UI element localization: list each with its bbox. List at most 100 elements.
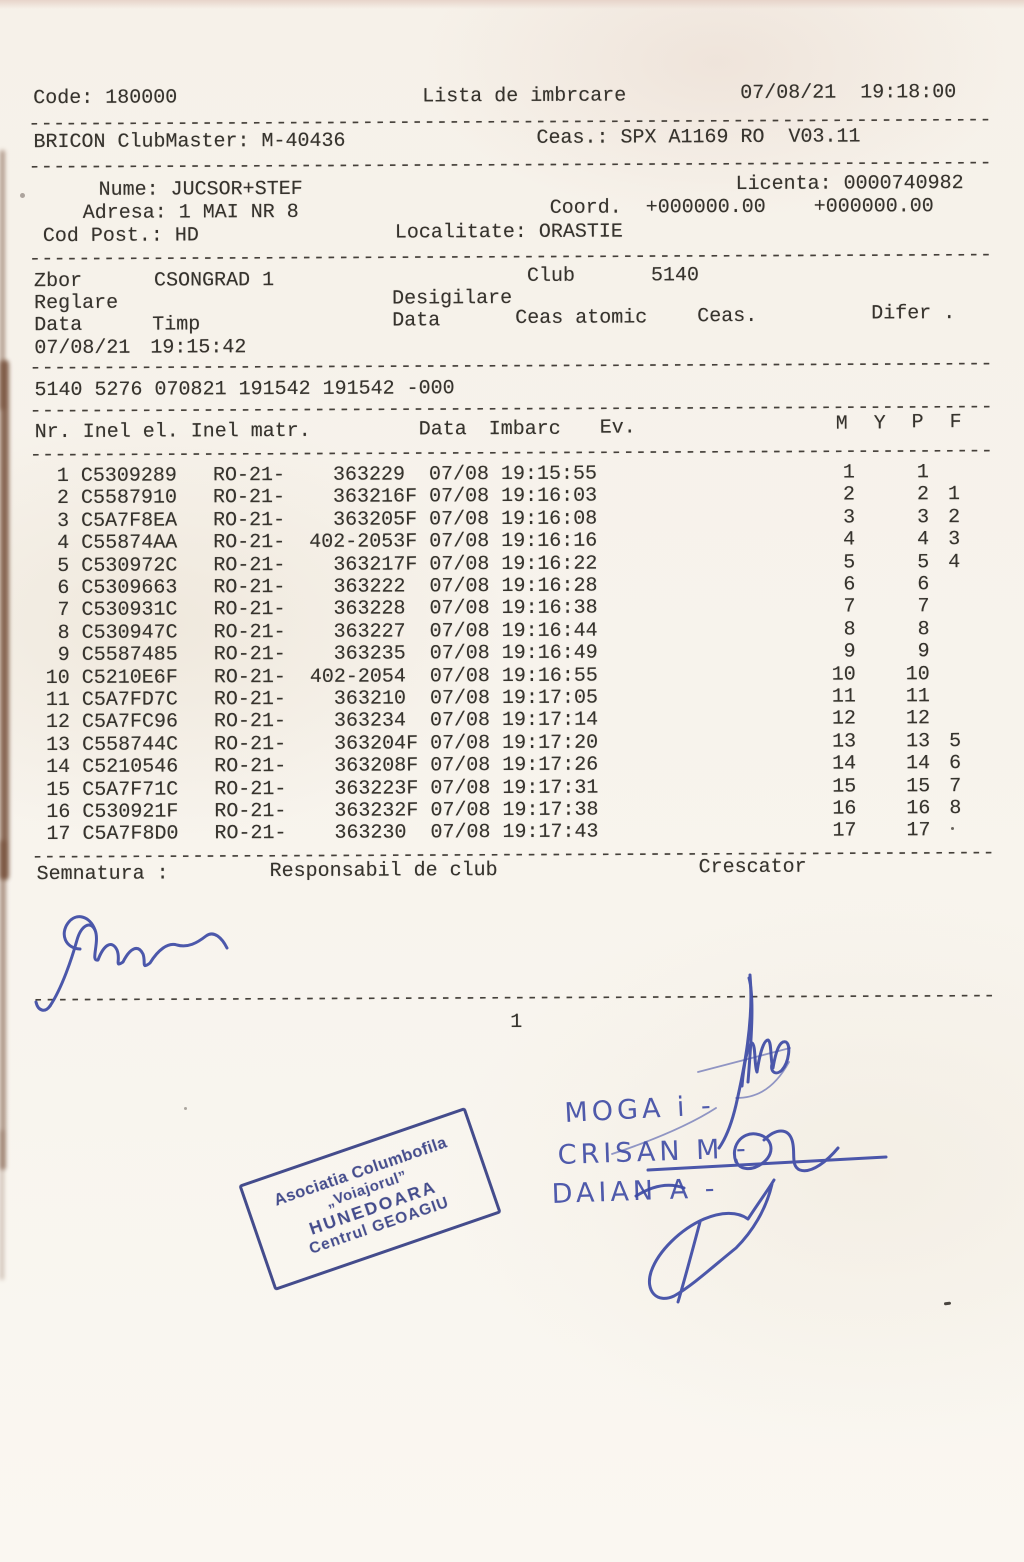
row-f-count: 1 bbox=[947, 483, 961, 507]
row-f-count: 5 bbox=[949, 729, 962, 753]
owner-locality: Localitate: ORASTIE bbox=[394, 220, 623, 245]
row-p-count: 14 bbox=[906, 752, 931, 776]
col-timp-label: Timp bbox=[152, 313, 201, 337]
row-main: 15 C5A7F71C RO-21- 363223F 07/08 19:17:3… bbox=[46, 776, 599, 802]
table-header-y: Y bbox=[873, 412, 886, 436]
table-header-ev: Ev. bbox=[599, 416, 636, 440]
row-f-count: 3 bbox=[948, 528, 961, 552]
row-f-count: 4 bbox=[948, 550, 961, 574]
row-m-count: 9 bbox=[843, 640, 856, 664]
row-main: 2 C5587910 RO-21- 363216F 07/08 19:16:03 bbox=[44, 485, 598, 511]
row-p-count: 8 bbox=[917, 617, 930, 642]
col-difer-label: Difer . bbox=[871, 302, 956, 326]
row-m-count: 6 bbox=[843, 573, 856, 597]
dashed-separator: ----------------------------------------… bbox=[32, 984, 996, 1013]
scan-speck bbox=[951, 827, 954, 830]
col-ceas-label: Ceas. bbox=[697, 304, 758, 329]
scan-edge-shadow bbox=[0, 840, 6, 1170]
dashed-separator: ----------------------------------------… bbox=[28, 243, 993, 272]
dashed-separator: ----------------------------------------… bbox=[31, 841, 996, 870]
table-header-imbarc: Imbarc bbox=[488, 417, 561, 442]
row-f-count: 8 bbox=[949, 797, 962, 821]
table-rows: 1 C5309289 RO-21- 363229 07/08 19:15:55 1… bbox=[0, 0, 1022, 846]
owner-coords: Coord. +000000.00 +000000.00 bbox=[549, 195, 934, 220]
row-p-count: 1 bbox=[916, 461, 929, 485]
table-header-m: M bbox=[835, 412, 848, 436]
doc-printed-at: 07/08/21 19:18:00 bbox=[740, 81, 957, 106]
row-main: 7 C530931C RO-21- 363228 07/08 19:16:38 bbox=[45, 597, 598, 623]
dashed-separator: ----------------------------------------… bbox=[29, 352, 993, 381]
row-m-count: 17 bbox=[832, 819, 857, 843]
device-name: BRICON ClubMaster: M-40436 bbox=[33, 129, 346, 155]
row-m-count: 3 bbox=[843, 506, 856, 530]
scan-edge-shadow bbox=[0, 360, 9, 880]
row-main: 9 C5587485 RO-21- 363235 07/08 19:16:49 bbox=[45, 641, 598, 668]
row-p-count: 2 bbox=[916, 483, 930, 507]
row-main: 17 C5A7F8D0 RO-21- 363230 07/08 19:17:43 bbox=[46, 821, 599, 847]
row-main: 4 C55874AA RO-21- 402-2053F 07/08 19:16:… bbox=[45, 529, 598, 556]
row-main: 11 C5A7FD7C RO-21- 363210 07/08 19:17:05 bbox=[45, 686, 599, 713]
row-main: 1 C5309289 RO-21- 363229 07/08 19:15:55 bbox=[44, 462, 598, 489]
row-p-count: 11 bbox=[905, 685, 930, 709]
row-p-count: 7 bbox=[917, 595, 930, 619]
row-main: 10 C5210E6F RO-21- 402-2054 07/08 19:16:… bbox=[45, 664, 598, 690]
scan-edge-shadow bbox=[0, 1130, 4, 1280]
scan-edge-shadow bbox=[0, 150, 5, 410]
row-m-count: 1 bbox=[842, 461, 855, 485]
row-p-count: 13 bbox=[905, 729, 931, 754]
row-main: 6 C5309663 RO-21- 363222 07/08 19:16:28 bbox=[45, 574, 598, 601]
doc-code: Code: 180000 bbox=[33, 86, 178, 111]
row-main: 3 C5A7F8EA RO-21- 363205F 07/08 19:16:08 bbox=[45, 507, 598, 533]
crescator-label: Crescator bbox=[698, 855, 807, 880]
row-m-count: 14 bbox=[832, 752, 857, 776]
row-main: 5 C530972C RO-21- 363217F 07/08 19:16:22 bbox=[45, 552, 598, 578]
row-m-count: 15 bbox=[832, 775, 857, 799]
signature-label: Semnatura : bbox=[36, 862, 169, 887]
row-main: 8 C530947C RO-21- 363227 07/08 19:16:44 bbox=[45, 619, 598, 645]
row-m-count: 5 bbox=[843, 551, 856, 575]
row-m-count: 7 bbox=[843, 595, 856, 619]
table-header-f: F bbox=[949, 411, 962, 435]
row-p-count: 16 bbox=[906, 797, 931, 821]
scan-speck bbox=[184, 1107, 187, 1110]
row-m-count: 4 bbox=[843, 528, 856, 552]
row-m-count: 11 bbox=[831, 685, 856, 709]
flight-club-label: Club bbox=[526, 264, 576, 288]
row-p-count: 4 bbox=[917, 528, 930, 552]
row-p-count: 9 bbox=[917, 640, 930, 664]
page-number: 1 bbox=[510, 1010, 523, 1035]
row-m-count: 13 bbox=[831, 730, 857, 754]
doc-title: Lista de imbrcare bbox=[422, 84, 627, 109]
row-m-count: 10 bbox=[831, 663, 856, 687]
row-m-count: 12 bbox=[831, 707, 857, 731]
owner-name: Nume: JUCSOR+STEF bbox=[98, 177, 303, 202]
scan-speck bbox=[20, 193, 25, 198]
device-clock: Ceas.: SPX A1169 RO V03.11 bbox=[536, 125, 861, 150]
row-p-count: 15 bbox=[906, 774, 931, 798]
row-p-count: 6 bbox=[917, 573, 930, 597]
row-p-count: 5 bbox=[917, 550, 930, 574]
row-p-count: 17 bbox=[906, 819, 931, 843]
row-main: 14 C5210546 RO-21- 363208F 07/08 19:17:2… bbox=[46, 753, 599, 780]
flight-zbor-name: CSONGRAD 1 bbox=[153, 269, 275, 293]
row-main: 16 C530921F RO-21- 363232F 07/08 19:17:3… bbox=[46, 798, 599, 825]
row-main: 13 C558744C RO-21- 363204F 07/08 19:17:2… bbox=[46, 731, 599, 757]
row-m-count: 2 bbox=[842, 483, 856, 507]
row-main: 12 C5A7FC96 RO-21- 363234 07/08 19:17:14 bbox=[45, 709, 599, 735]
row-p-count: 12 bbox=[905, 707, 931, 731]
owner-licence: Licenta: 0000740982 bbox=[735, 172, 964, 197]
row-p-count: 10 bbox=[905, 662, 930, 686]
col-data-label: Data bbox=[34, 313, 83, 338]
flight-desigilare-label: Desigilare bbox=[392, 286, 513, 311]
table-header-p: P bbox=[911, 411, 924, 435]
col-data2-label: Data bbox=[392, 309, 441, 333]
flight-zbor-label: Zbor bbox=[33, 269, 83, 294]
row-f-count: 2 bbox=[948, 505, 961, 529]
row-p-count: 3 bbox=[917, 505, 930, 530]
flight-club-code: 5140 bbox=[650, 264, 700, 288]
row-f-count: 7 bbox=[949, 774, 962, 798]
row-m-count: 8 bbox=[843, 618, 856, 642]
owner-address: Adresa: 1 MAI NR 8 bbox=[82, 200, 299, 225]
